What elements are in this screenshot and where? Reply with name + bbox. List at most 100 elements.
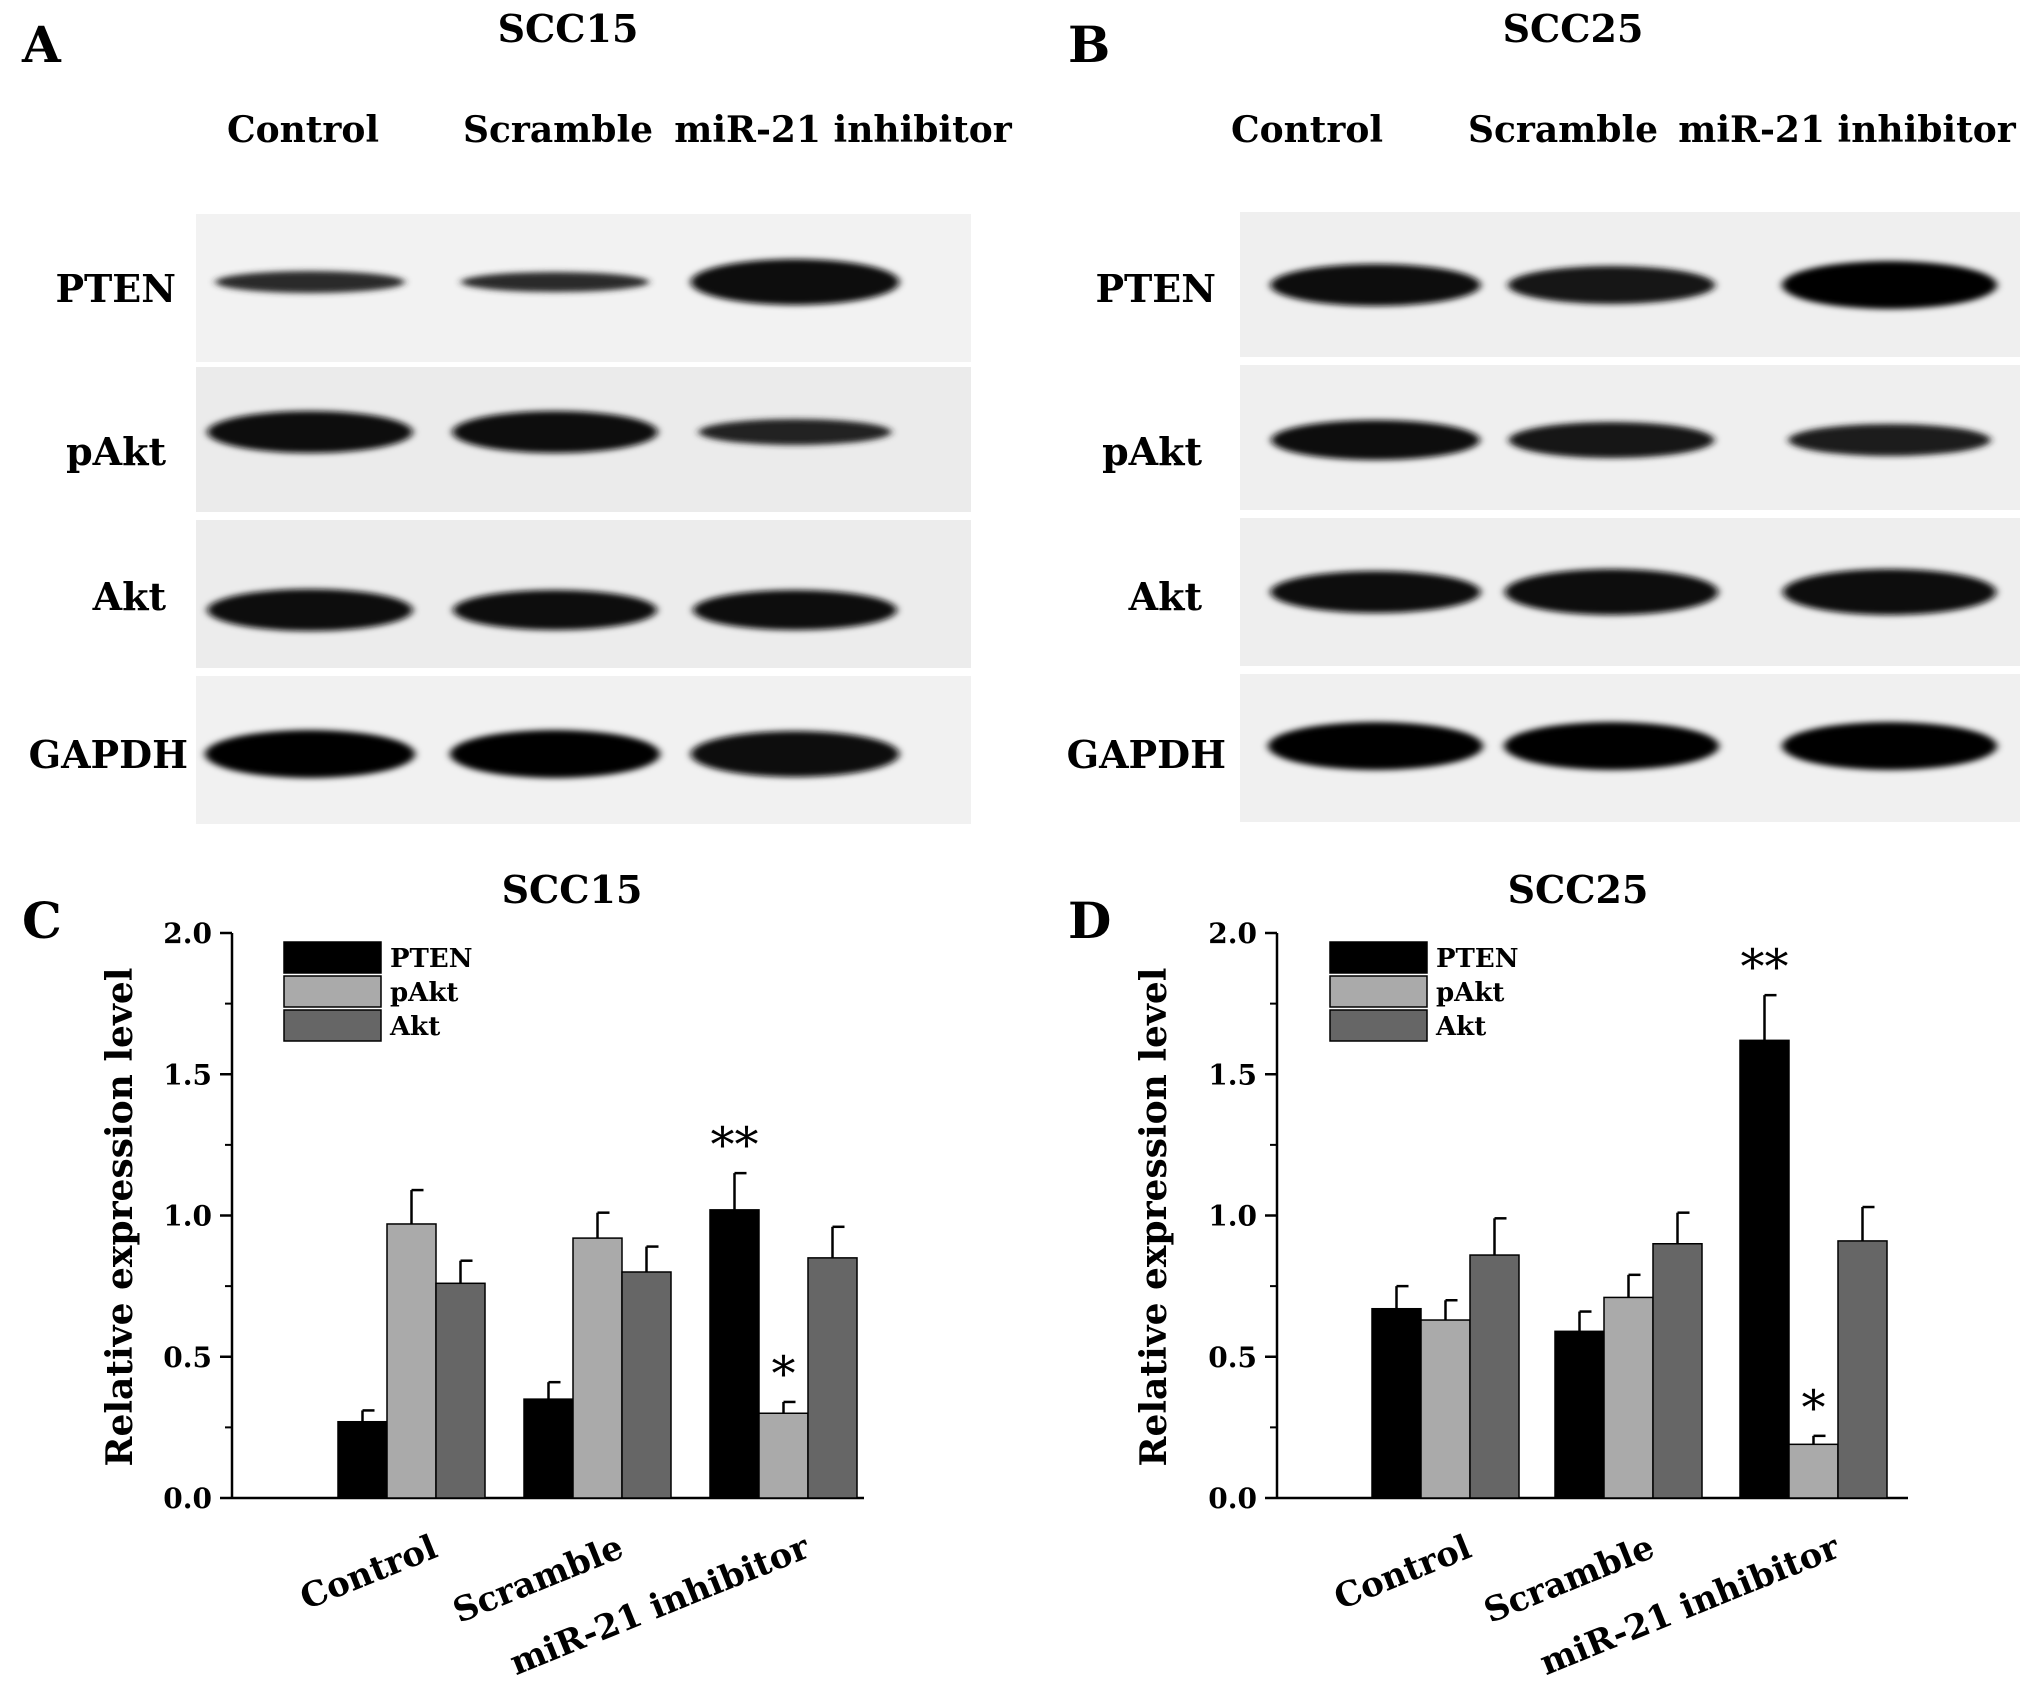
y-tick-label: 0.0 bbox=[163, 1482, 212, 1515]
panel-c-title: SCC15 bbox=[502, 867, 643, 912]
bar bbox=[435, 1282, 486, 1499]
y-tick-label: 0.5 bbox=[163, 1341, 212, 1374]
blot-band bbox=[205, 730, 415, 778]
blot-band bbox=[452, 411, 658, 453]
blot-band bbox=[450, 730, 660, 778]
panel-d-chart: D SCC25 Relative expression level 0.0 0.5… bbox=[1068, 867, 1908, 1684]
panel-d-title: SCC25 bbox=[1508, 867, 1649, 912]
blot-band bbox=[1508, 266, 1715, 304]
legend-label: Akt bbox=[389, 1012, 440, 1042]
panel-d-letter: D bbox=[1068, 891, 1111, 950]
legend-label: pAkt bbox=[1436, 978, 1504, 1008]
bar bbox=[523, 1398, 574, 1499]
bar bbox=[1420, 1319, 1471, 1499]
blot-band bbox=[1788, 424, 1991, 456]
legend-swatch bbox=[283, 975, 382, 1008]
y-tick-label: 2.0 bbox=[1208, 917, 1257, 950]
blot-band bbox=[1504, 569, 1719, 615]
y-tick-label: 0.0 bbox=[1208, 1482, 1257, 1515]
blot-band bbox=[1782, 569, 1997, 615]
blot-band bbox=[461, 272, 649, 292]
bar bbox=[1371, 1307, 1422, 1499]
x-tick-label: miR-21 inhibitor bbox=[504, 1527, 815, 1684]
legend-label: PTEN bbox=[1436, 944, 1518, 974]
significance-label: ** bbox=[1741, 939, 1789, 995]
panel-b-row-label: PTEN bbox=[1095, 266, 1216, 311]
panel-a-row-label: Akt bbox=[92, 574, 167, 619]
y-tick-label: 0.5 bbox=[1208, 1341, 1257, 1374]
y-tick-label: 1.5 bbox=[163, 1058, 212, 1091]
bar bbox=[386, 1223, 437, 1499]
blot-band bbox=[1504, 722, 1719, 770]
panel-b-lane-label: miR-21 inhibitor bbox=[1678, 109, 2016, 151]
bar bbox=[572, 1237, 623, 1499]
panel-b-lane-label: Scramble bbox=[1468, 109, 1658, 151]
bar bbox=[621, 1271, 672, 1499]
legend-swatch bbox=[1329, 1009, 1428, 1042]
panel-c-chart: C SCC15 Relative expression level 0.0 0.5… bbox=[22, 867, 864, 1684]
panel-b-title: SCC25 bbox=[1503, 6, 1644, 51]
panel-b-row-label: pAkt bbox=[1102, 429, 1202, 474]
bar bbox=[709, 1209, 760, 1499]
legend-swatch bbox=[1329, 941, 1428, 974]
blot-band bbox=[1271, 420, 1480, 460]
panel-b-row-label: Akt bbox=[1128, 574, 1203, 619]
panel-c-y-axis-label: Relative expression level bbox=[99, 968, 141, 1467]
panel-a-lane-label: miR-21 inhibitor bbox=[674, 109, 1012, 151]
y-tick-label: 1.5 bbox=[1208, 1058, 1257, 1091]
legend-label: Akt bbox=[1435, 1012, 1486, 1042]
panel-b-letter: B bbox=[1068, 15, 1110, 74]
panel-d-y-axis-label: Relative expression level bbox=[1133, 968, 1175, 1467]
panel-a-letter: A bbox=[21, 15, 62, 74]
panel-a-row-label: GAPDH bbox=[29, 732, 188, 777]
x-tick-label: Control bbox=[1329, 1527, 1477, 1618]
panel-c-letter: C bbox=[22, 891, 62, 950]
blot-band bbox=[690, 731, 900, 777]
legend-swatch bbox=[283, 941, 382, 974]
panel-a-row-label: PTEN bbox=[55, 266, 176, 311]
bar bbox=[1837, 1240, 1888, 1499]
bar bbox=[337, 1420, 388, 1499]
significance-label: * bbox=[772, 1346, 796, 1402]
bar bbox=[1652, 1243, 1703, 1499]
y-tick-label: 1.0 bbox=[1208, 1200, 1257, 1233]
x-tick-label: miR-21 inhibitor bbox=[1534, 1527, 1845, 1684]
blot-band bbox=[207, 589, 413, 631]
blot-band bbox=[1782, 261, 1997, 309]
blot-band bbox=[1508, 422, 1715, 458]
blot-band bbox=[453, 590, 657, 630]
x-tick-label: Control bbox=[295, 1527, 443, 1618]
panel-b-lane-label: Control bbox=[1231, 109, 1383, 151]
panel-b-row-label: GAPDH bbox=[1067, 732, 1226, 777]
bar bbox=[1739, 1039, 1790, 1499]
blot-band bbox=[1782, 722, 1997, 770]
y-tick-label: 2.0 bbox=[163, 917, 212, 950]
legend-label: PTEN bbox=[390, 944, 472, 974]
panel-a-row-label: pAkt bbox=[66, 429, 166, 474]
bar bbox=[807, 1257, 858, 1499]
significance-label: * bbox=[1802, 1380, 1826, 1436]
bar bbox=[1603, 1296, 1654, 1499]
bar bbox=[758, 1412, 809, 1499]
blot-band bbox=[698, 419, 892, 445]
panel-a-bands bbox=[205, 259, 900, 778]
significance-label: ** bbox=[711, 1117, 759, 1173]
legend-swatch bbox=[283, 1009, 382, 1042]
panel-a-title: SCC15 bbox=[498, 6, 639, 51]
blot-band bbox=[1268, 722, 1483, 770]
blot-band bbox=[1270, 571, 1481, 613]
legend-swatch bbox=[1329, 975, 1428, 1008]
panel-a-lane-label: Scramble bbox=[463, 109, 653, 151]
panel-b-bands bbox=[1268, 261, 1997, 770]
blot-band bbox=[693, 590, 897, 630]
legend-label: pAkt bbox=[390, 978, 458, 1008]
blot-band bbox=[207, 411, 413, 453]
panel-b-blot: B SCC25 Control Scramble miR-21 inhibito… bbox=[1067, 6, 2020, 822]
blot-band bbox=[690, 259, 900, 305]
blot-band bbox=[1270, 264, 1481, 306]
panel-a-lane-label: Control bbox=[227, 109, 379, 151]
bar bbox=[1554, 1330, 1605, 1499]
